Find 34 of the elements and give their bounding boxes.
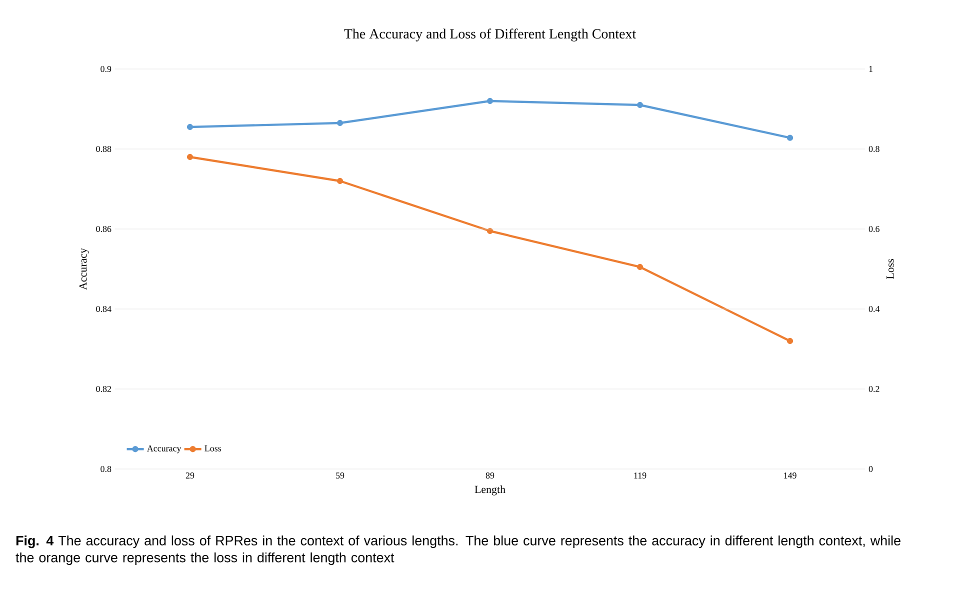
- point: [186, 124, 194, 130]
- point: [336, 120, 344, 126]
- legend-label: Loss: [204, 445, 222, 452]
- x-axis-title: Length: [474, 485, 506, 496]
- text: Fig. 4 The accuracy and loss of RPRes in the context of various lengths. The blue curve represents the accuracy in different length context, while the orange curve represents the loss in different length context: [16, 536, 900, 565]
- y-tick-label: 0.84: [96, 306, 112, 312]
- y-tick-label: 0.88: [96, 146, 112, 152]
- point: [486, 98, 494, 104]
- x-tick-label: 59: [336, 472, 344, 479]
- point: [636, 264, 644, 270]
- point: [636, 102, 644, 108]
- y2-tick-label: 0.2: [868, 386, 880, 392]
- y-tick-label: 0.82: [96, 386, 111, 392]
- y2-tick-label: 0.6: [868, 226, 880, 232]
- x-tick-label: 29: [186, 472, 194, 479]
- y2-tick-label: 0.8: [868, 146, 880, 152]
- point: [186, 154, 194, 160]
- y-tick-label: 0.9: [100, 66, 112, 72]
- y2-tick-label: 0: [868, 466, 873, 472]
- point: [786, 134, 794, 141]
- y2-axis-title: Loss: [886, 259, 894, 280]
- legend-label: Accuracy: [146, 445, 182, 454]
- y2-tick-label: 0.4: [868, 306, 880, 312]
- point: [786, 338, 794, 344]
- y-tick-label: 0.8: [100, 466, 112, 472]
- x-tick-label: 149: [784, 472, 796, 479]
- x-tick-label: 89: [486, 472, 494, 479]
- point: [336, 178, 344, 184]
- y2-tick-label: 1: [869, 66, 872, 72]
- y-tick-label: 0.86: [96, 226, 112, 232]
- x-tick-label: 119: [634, 472, 646, 479]
- y-axis-title: Accuracy: [79, 248, 89, 290]
- point: [486, 228, 494, 234]
- chart-title: The Accuracy and Loss of Different Length Context: [344, 28, 636, 42]
